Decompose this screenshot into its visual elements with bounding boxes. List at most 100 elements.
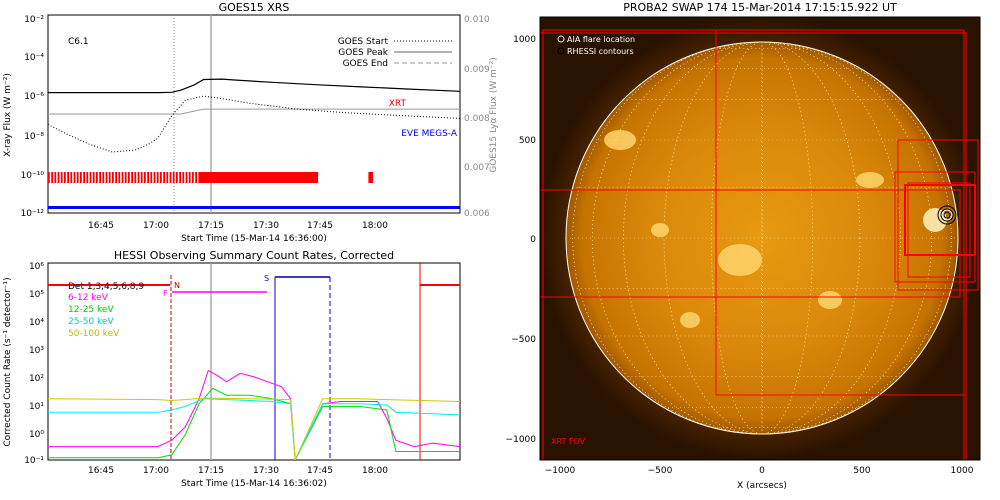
- sun-longitude-line: [663, 41, 861, 435]
- xrt-coverage-tick: [131, 172, 133, 183]
- xrt-coverage-tick: [86, 172, 89, 183]
- hessi-legend-12-25: 12-25 keV: [68, 305, 114, 315]
- hessi-ytick: 10⁰: [29, 430, 44, 440]
- xrt-coverage-tick: [54, 172, 57, 183]
- xrt-coverage-tick: [182, 172, 185, 183]
- hessi-ytick: 10⁶: [29, 262, 44, 272]
- xrt-coverage-tick: [169, 172, 172, 183]
- swap-ytick: −500: [511, 335, 536, 345]
- goes-y2tick: 0.006: [464, 209, 490, 219]
- goes-xtick: 17:15: [198, 221, 224, 231]
- hessi-xtick: 17:00: [143, 466, 169, 476]
- goes-y2tick: 0.008: [464, 114, 490, 124]
- swap-xaxis: −1000 −500 0 500 1000: [545, 466, 974, 476]
- hessi-flag-n: N: [174, 281, 180, 290]
- eve-label: EVE MEGS-A: [401, 129, 458, 139]
- goes-ytick: 10⁻⁸: [24, 132, 44, 142]
- goes-xlabel: Start Time (15-Mar-14 16:36:00): [181, 234, 327, 244]
- xrt-coverage-tick: [60, 172, 63, 183]
- hessi-xtick: 17:15: [198, 466, 224, 476]
- sun-grid: [566, 41, 958, 435]
- goes-xtick: 17:45: [307, 221, 333, 231]
- legend-goes-peak-label: GOES Peak: [338, 48, 388, 58]
- xrt-coverage-tick: [105, 172, 108, 183]
- xrt-coverage-tick: [108, 172, 111, 183]
- swap-xtick: 500: [853, 466, 870, 476]
- hessi-plot-frame: [47, 262, 461, 461]
- xrt-coverage-tick: [112, 172, 114, 183]
- hessi-xtick: 17:45: [307, 466, 333, 476]
- xrt-coverage-tick: [121, 172, 124, 183]
- hessi-yaxis: 10⁶ 10⁵ 10⁴ 10³ 10² 10¹ 10⁰ 10⁻¹: [24, 262, 44, 466]
- legend-goes-start-label: GOES Start: [338, 37, 389, 47]
- hessi-flag-s: S: [264, 274, 269, 283]
- goes-y2tick: 0.009: [464, 65, 490, 75]
- goes-ytick: 10⁻¹⁰: [21, 171, 45, 181]
- goes-y2tick: 0.007: [464, 163, 490, 173]
- xrt-coverage-tick: [156, 172, 159, 183]
- goes-xaxis: 16:45 17:00 17:15 17:30 17:45 18:00: [88, 221, 388, 231]
- xrt-coverage-tick: [176, 172, 178, 183]
- xrt-coverage-tick: [92, 172, 95, 183]
- hessi-ytick: 10¹: [29, 402, 44, 412]
- swap-ytick: 1000: [513, 35, 536, 45]
- xrt-coverage-tick: [137, 172, 140, 183]
- swap-xtick: 1000: [951, 466, 974, 476]
- hessi-legend-50-100: 50-100 keV: [68, 329, 120, 339]
- xrt-coverage-block: [368, 172, 373, 183]
- goes-xtick: 16:45: [88, 221, 114, 231]
- hessi-xlabel: Start Time (15-Mar-14 16:36:02): [181, 479, 327, 489]
- swap-ytick: 0: [530, 235, 536, 245]
- xrt-fov-boxes: [540, 29, 979, 460]
- hessi-ytick: 10³: [29, 346, 44, 356]
- hessi-flag-f: F: [163, 289, 168, 298]
- xrt-coverage-tick: [83, 172, 85, 183]
- swap-ytick: 500: [519, 136, 536, 146]
- xrt-coverage-tick: [195, 172, 197, 183]
- swap-fov-label: XRT FOV: [551, 437, 586, 446]
- goes-ylabel-right: GOES15 Lyα Flux (W m⁻²): [489, 57, 499, 173]
- hessi-xtick: 17:30: [253, 466, 279, 476]
- goes-flare-class: C6.1: [68, 37, 89, 47]
- hessi-legend-25-50: 25-50 keV: [68, 317, 114, 327]
- swap-xlabel: X (arcsecs): [737, 481, 787, 491]
- sun-longitude-line: [591, 41, 933, 435]
- hessi-ytick: 10⁵: [29, 290, 44, 300]
- xrt-coverage-tick: [153, 172, 156, 183]
- goes-short-curve: [48, 95, 460, 153]
- xrt-coverage-tick: [172, 172, 175, 183]
- aia-flare-location-marker: [941, 209, 953, 221]
- swap-xtick: −500: [648, 466, 673, 476]
- hessi-xtick: 18:00: [362, 466, 388, 476]
- hessi-12-25kev-curve: [48, 387, 460, 460]
- xrt-coverage-tick: [80, 172, 82, 183]
- goes-ytick: 10⁻⁴: [24, 53, 44, 63]
- swap-legend: AIA flare location RHESSI contours: [557, 35, 635, 56]
- xrt-coverage-tick: [73, 172, 76, 183]
- sun-longitude-line: [623, 41, 901, 435]
- swap-ytick: −1000: [506, 435, 537, 445]
- goes-ytick: 10⁻⁶: [24, 92, 44, 102]
- hessi-ytick: 10⁻¹: [24, 456, 44, 466]
- legend-aia-symbol: [557, 35, 565, 43]
- xrt-coverage-tick: [57, 172, 60, 183]
- xrt-coverage-tick: [150, 172, 153, 183]
- goes-ytick: 10⁻²: [24, 15, 44, 25]
- goes-y2tick: 0.010: [464, 15, 490, 25]
- hessi-ytick: 10²: [29, 374, 44, 384]
- xrt-coverage-tick: [185, 172, 188, 183]
- goes-yaxis-left: 10⁻² 10⁻⁴ 10⁻⁶ 10⁻⁸ 10⁻¹⁰ 10⁻¹²: [21, 15, 45, 219]
- legend-goes-end-label: GOES End: [343, 59, 388, 69]
- goes-long-curve: [48, 78, 460, 94]
- goes-panel-title: GOES15 XRS: [219, 1, 290, 14]
- hessi-ytick: 10⁴: [29, 318, 44, 328]
- hessi-25-50kev-curve: [48, 398, 460, 460]
- eve-coverage-band: [48, 206, 460, 209]
- xrt-coverage-tick: [124, 172, 127, 183]
- xrt-label: XRT: [389, 99, 407, 109]
- hessi-legend-det: Det 1,3,4,5,6,8,9: [68, 282, 144, 292]
- xrt-coverage-tick: [147, 172, 149, 183]
- xrt-coverage-tick: [48, 172, 50, 183]
- legend-aia-label: AIA flare location: [567, 35, 635, 44]
- goes-ylabel-left: X-ray Flux (W m⁻²): [3, 73, 13, 157]
